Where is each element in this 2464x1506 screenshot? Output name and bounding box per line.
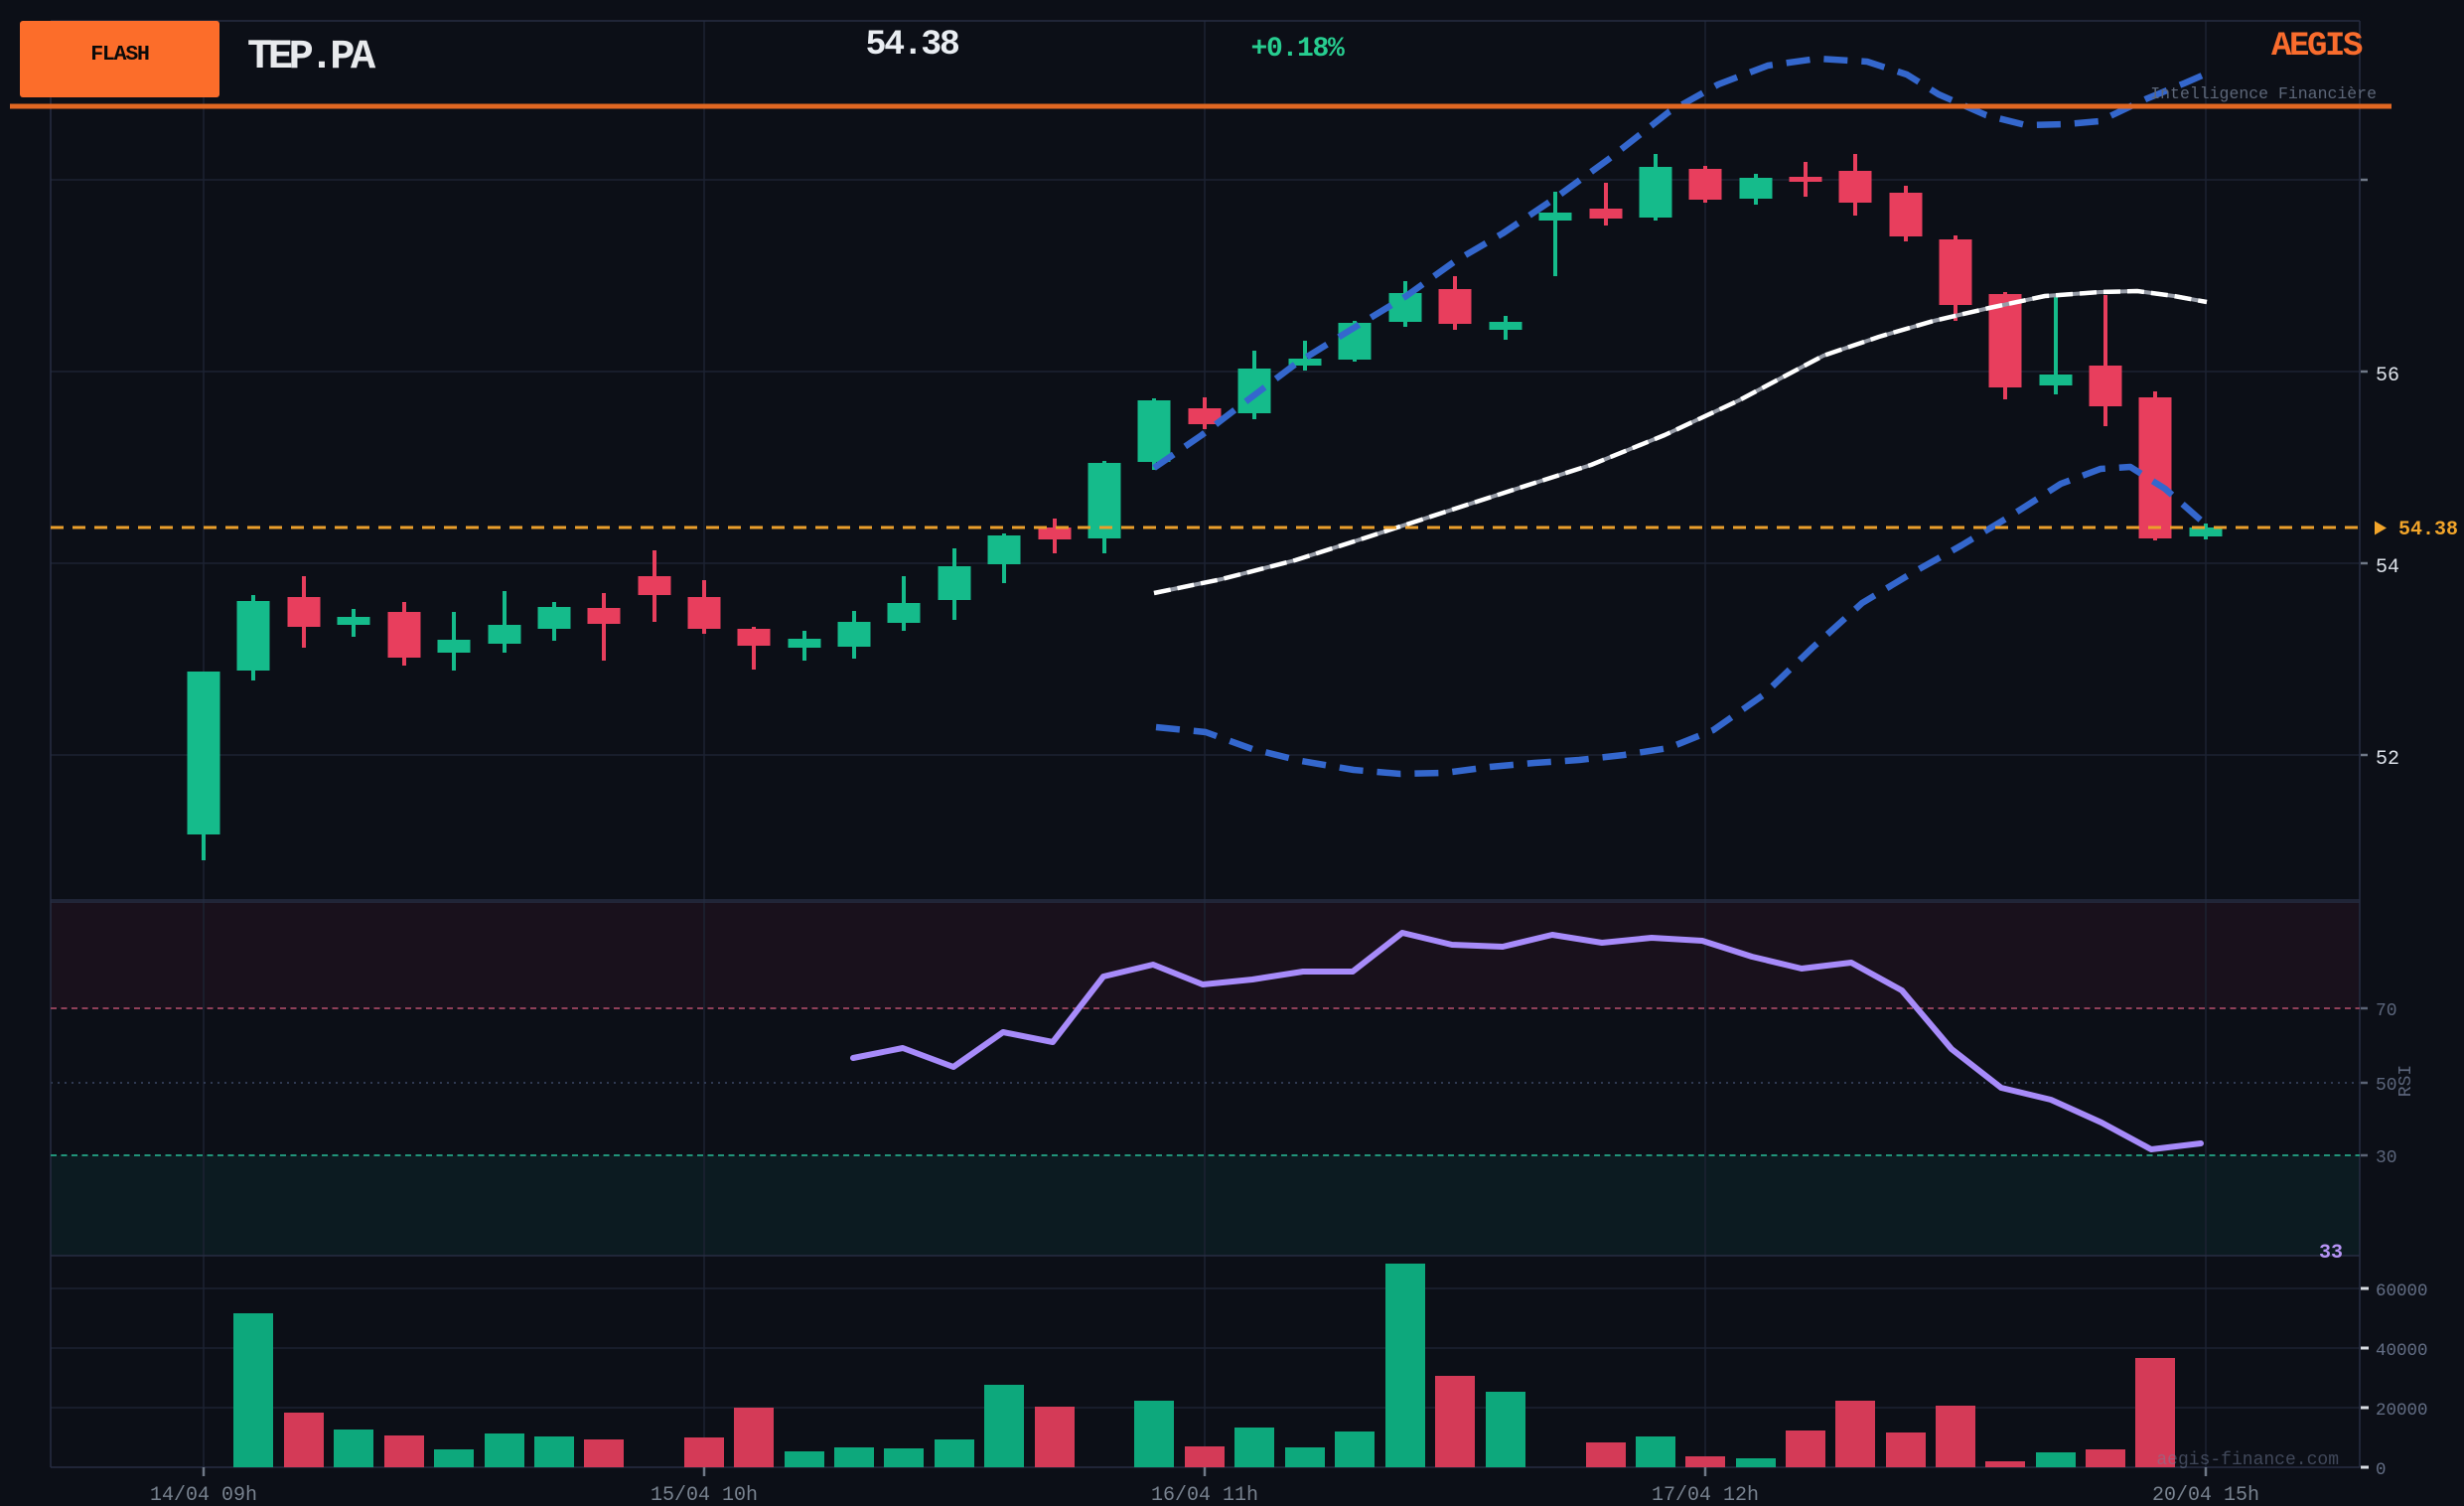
svg-text:33: 33 [2319,1242,2343,1265]
svg-text:14/04 09h: 14/04 09h [150,1484,257,1506]
svg-text:60000: 60000 [2376,1281,2428,1301]
svg-text:15/04 10h: 15/04 10h [651,1484,758,1506]
svg-text:70: 70 [2376,1001,2397,1021]
svg-text:16/04 11h: 16/04 11h [1151,1484,1258,1506]
svg-text:TEP.PA: TEP.PA [247,33,376,80]
svg-text:52: 52 [2376,748,2399,771]
svg-text:FLASH: FLASH [90,43,149,67]
svg-text:20000: 20000 [2376,1401,2428,1421]
svg-text:54: 54 [2376,556,2399,579]
svg-text:AEGIS: AEGIS [2271,28,2363,66]
svg-text:50: 50 [2376,1076,2397,1096]
svg-text:54.38: 54.38 [865,25,958,65]
svg-text:30: 30 [2376,1148,2397,1168]
svg-text:RSI: RSI [2396,1065,2416,1097]
svg-text:20/04 15h: 20/04 15h [2152,1484,2259,1506]
svg-text:17/04 12h: 17/04 12h [1652,1484,1759,1506]
svg-text:56: 56 [2376,365,2399,387]
svg-text:0: 0 [2376,1460,2387,1480]
svg-text:40000: 40000 [2376,1341,2428,1361]
svg-text:Intelligence Financière: Intelligence Financière [2150,84,2377,103]
svg-text:aegis-finance.com: aegis-finance.com [2156,1450,2339,1470]
svg-text:+0.18%: +0.18% [1250,34,1345,65]
svg-text:54.38: 54.38 [2398,519,2458,541]
